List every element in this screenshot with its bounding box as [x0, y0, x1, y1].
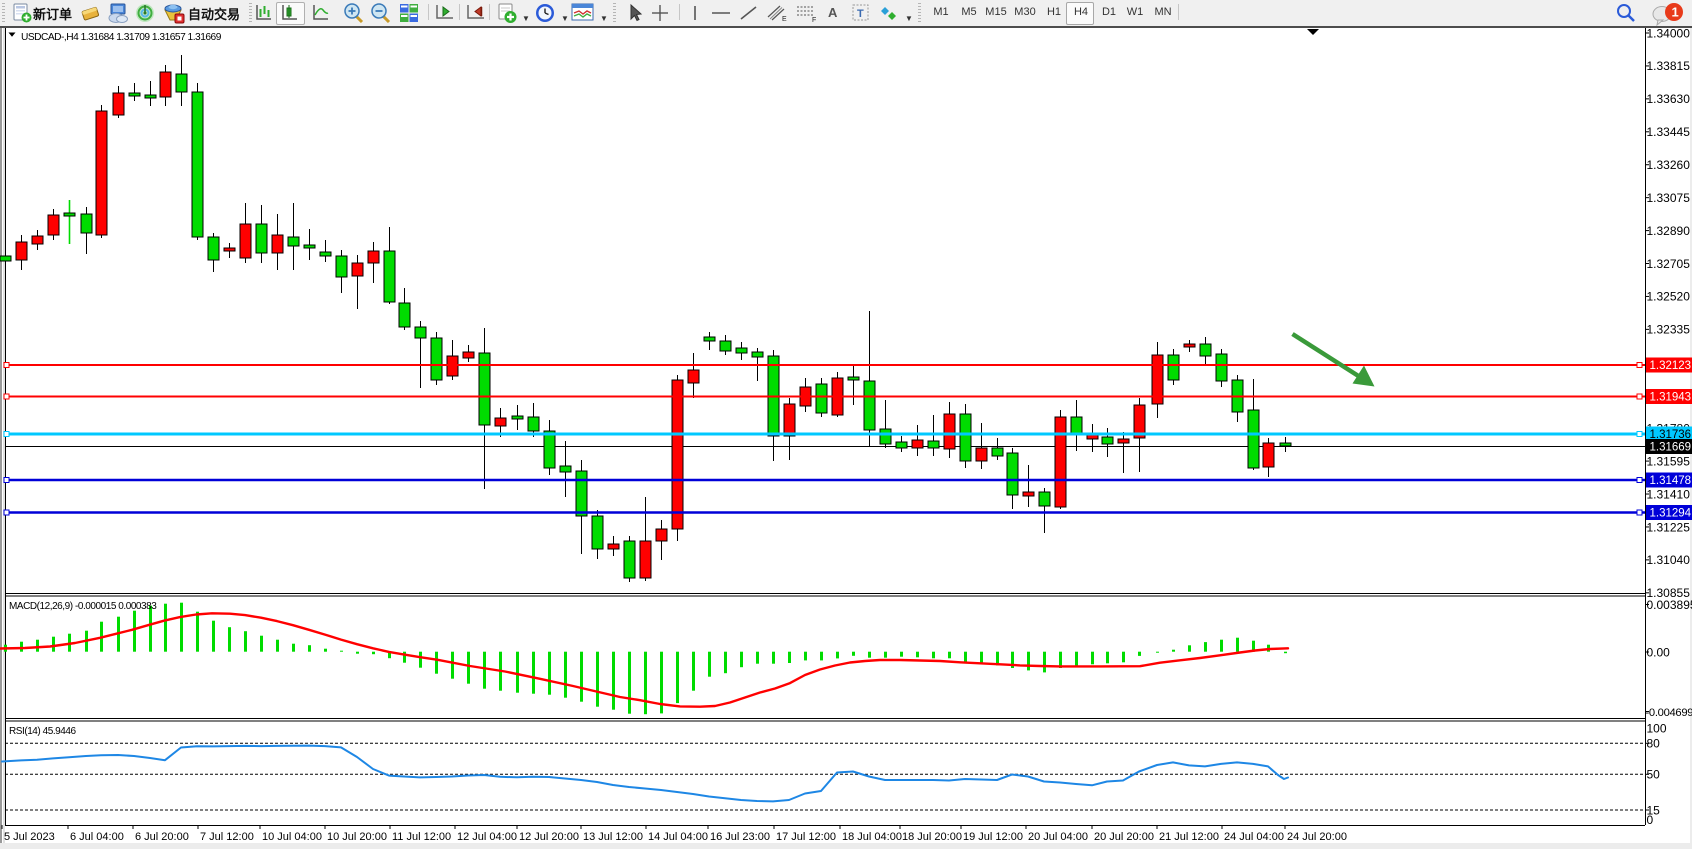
svg-text:0.00: 0.00 [1647, 645, 1671, 659]
svg-text:16 Jul 23:00: 16 Jul 23:00 [710, 831, 770, 843]
svg-text:1.31225: 1.31225 [1647, 520, 1691, 534]
svg-text:F: F [812, 17, 816, 23]
svg-text:100: 100 [1647, 721, 1667, 735]
svg-text:80: 80 [1647, 737, 1661, 751]
svg-text:1.32335: 1.32335 [1647, 323, 1691, 337]
svg-text:10 Jul 20:00: 10 Jul 20:00 [327, 831, 387, 843]
svg-text:1.33075: 1.33075 [1647, 191, 1691, 205]
svg-text:1.34000: 1.34000 [1647, 26, 1691, 40]
svg-text:18 Jul 04:00: 18 Jul 04:00 [842, 831, 902, 843]
svg-text:1.31410: 1.31410 [1647, 487, 1691, 501]
svg-text:11 Jul 12:00: 11 Jul 12:00 [392, 831, 451, 843]
svg-text:T: T [857, 8, 864, 20]
svg-text:1.32705: 1.32705 [1647, 257, 1691, 271]
svg-text:18 Jul 20:00: 18 Jul 20:00 [902, 831, 962, 843]
svg-text:24 Jul 20:00: 24 Jul 20:00 [1287, 831, 1347, 843]
svg-text:USDCAD-,H4 1.31684 1.31709 1.: USDCAD-,H4 1.31684 1.31709 1.31657 1.316… [21, 32, 222, 43]
svg-text:1.31478: 1.31478 [1650, 475, 1692, 487]
svg-text:20 Jul 04:00: 20 Jul 04:00 [1028, 831, 1088, 843]
svg-text:0: 0 [1647, 813, 1654, 827]
svg-text:15: 15 [1647, 803, 1661, 817]
svg-text:1.33445: 1.33445 [1647, 125, 1691, 139]
svg-text:1: 1 [1672, 5, 1679, 20]
svg-text:1.31943: 1.31943 [1650, 392, 1692, 404]
svg-text:7 Jul 12:00: 7 Jul 12:00 [200, 831, 254, 843]
svg-text:13 Jul 12:00: 13 Jul 12:00 [583, 831, 643, 843]
svg-text:MACD(12,26,9) -0.000015 0.0003: MACD(12,26,9) -0.000015 0.000383 [9, 601, 157, 612]
svg-text:24 Jul 04:00: 24 Jul 04:00 [1224, 831, 1284, 843]
svg-text:21 Jul 12:00: 21 Jul 12:00 [1159, 831, 1219, 843]
svg-text:12 Jul 04:00: 12 Jul 04:00 [457, 831, 517, 843]
svg-text:1.31669: 1.31669 [1650, 442, 1692, 454]
svg-text:1.32123: 1.32123 [1650, 360, 1692, 372]
svg-text:20 Jul 20:00: 20 Jul 20:00 [1094, 831, 1154, 843]
svg-text:1.33815: 1.33815 [1647, 59, 1691, 73]
svg-text:E: E [782, 16, 787, 23]
svg-text:1.31736: 1.31736 [1650, 429, 1692, 441]
svg-text:17 Jul 12:00: 17 Jul 12:00 [776, 831, 836, 843]
svg-text:0.003895: 0.003895 [1647, 598, 1692, 612]
svg-text:1.31595: 1.31595 [1647, 454, 1691, 468]
svg-text:19 Jul 12:00: 19 Jul 12:00 [963, 831, 1023, 843]
svg-text:12 Jul 20:00: 12 Jul 20:00 [519, 831, 579, 843]
svg-text:1.32520: 1.32520 [1647, 290, 1691, 304]
svg-text:6 Jul 20:00: 6 Jul 20:00 [135, 831, 189, 843]
svg-text:1.33260: 1.33260 [1647, 158, 1691, 172]
svg-text:50: 50 [1647, 768, 1661, 782]
svg-text:1.31040: 1.31040 [1647, 553, 1691, 567]
svg-text:1.32890: 1.32890 [1647, 224, 1691, 238]
svg-text:14 Jul 04:00: 14 Jul 04:00 [648, 831, 708, 843]
svg-text:1.31294: 1.31294 [1650, 508, 1692, 520]
svg-text:1.30855: 1.30855 [1647, 586, 1691, 600]
svg-text:RSI(14) 45.9446: RSI(14) 45.9446 [9, 726, 77, 737]
svg-text:10 Jul 04:00: 10 Jul 04:00 [262, 831, 322, 843]
svg-text:5 Jul 2023: 5 Jul 2023 [4, 831, 55, 843]
svg-text:-0.004699: -0.004699 [1646, 707, 1692, 719]
svg-text:1.33630: 1.33630 [1647, 92, 1691, 106]
svg-text:6 Jul 04:00: 6 Jul 04:00 [70, 831, 124, 843]
